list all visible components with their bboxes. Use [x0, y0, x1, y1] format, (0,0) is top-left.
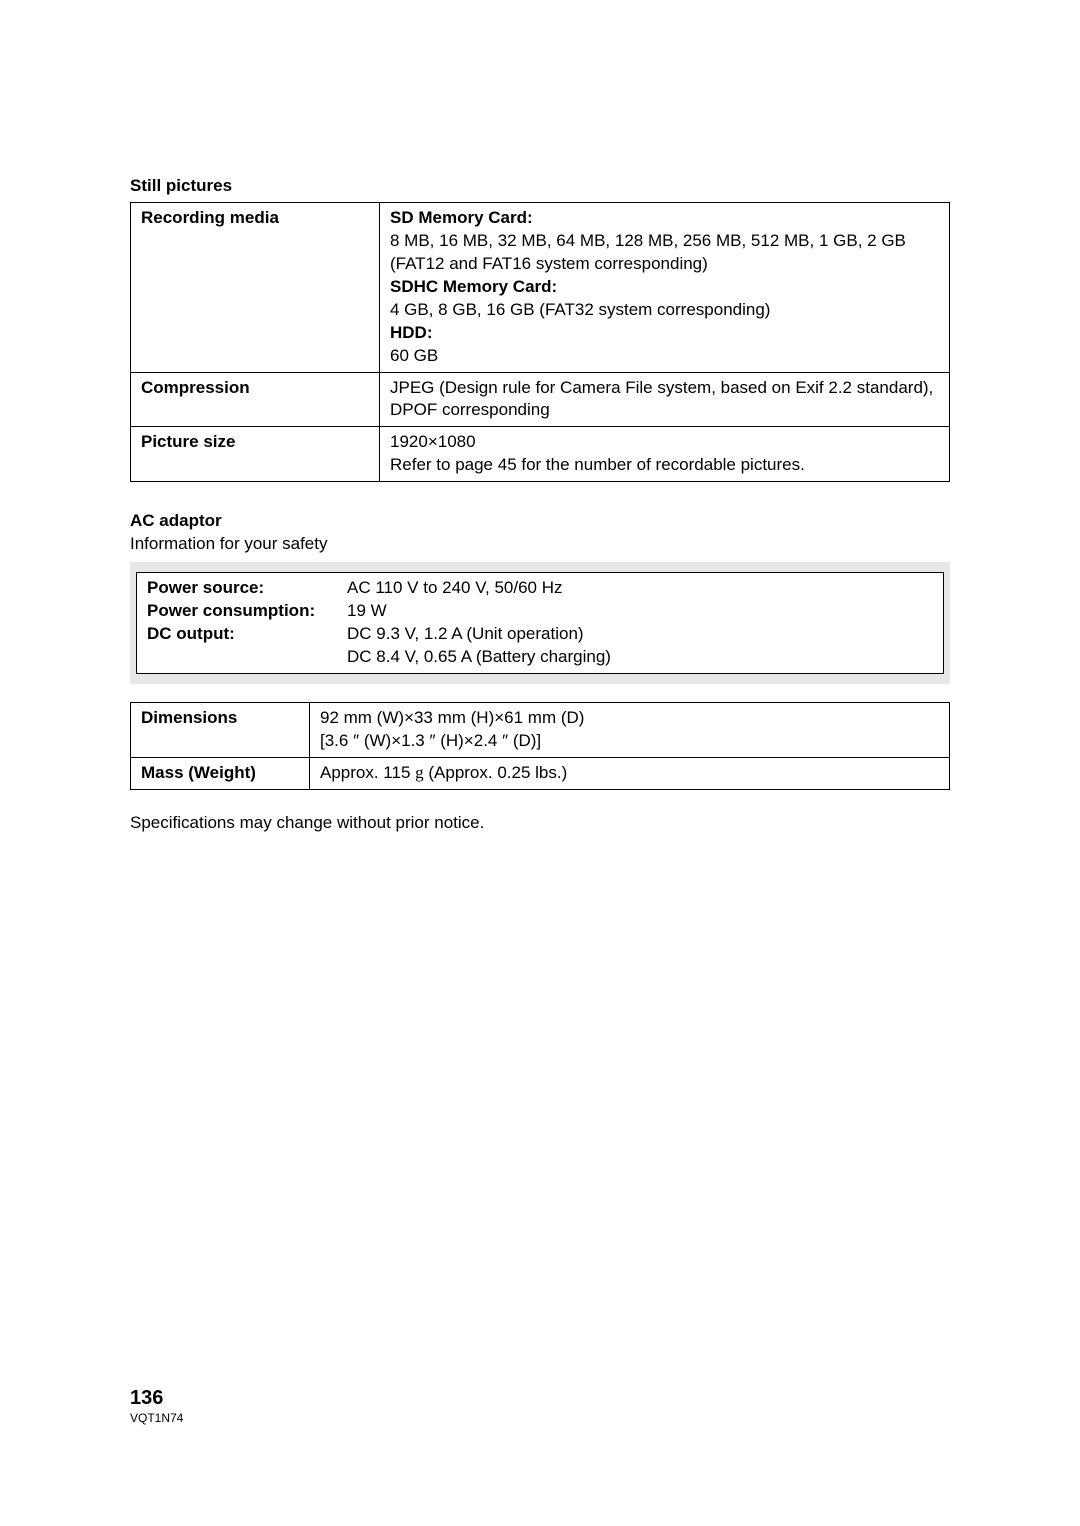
picture-size-value: 1920×1080 Refer to page 45 for the numbe… — [380, 427, 950, 482]
dimensions-table: Dimensions 92 mm (W)×33 mm (H)×61 mm (D)… — [130, 702, 950, 790]
page-footer: 136 VQT1N74 — [130, 1385, 183, 1426]
dc-output-label: DC output: — [147, 623, 347, 646]
page-number: 136 — [130, 1385, 183, 1412]
ac-adaptor-inner: Power source: AC 110 V to 240 V, 50/60 H… — [136, 572, 944, 674]
ac-adaptor-subnote: Information for your safety — [130, 533, 950, 556]
document-id: VQT1N74 — [130, 1410, 183, 1426]
compression-label: Compression — [131, 372, 380, 427]
dc-output-value1: DC 9.3 V, 1.2 A (Unit operation) — [347, 623, 933, 646]
still-pictures-table: Recording media SD Memory Card: 8 MB, 16… — [130, 202, 950, 482]
power-consumption-value: 19 W — [347, 600, 933, 623]
power-source-value: AC 110 V to 240 V, 50/60 Hz — [347, 577, 933, 600]
sd-card-line: 8 MB, 16 MB, 32 MB, 64 MB, 128 MB, 256 M… — [390, 231, 906, 273]
power-consumption-label: Power consumption: — [147, 600, 347, 623]
recording-media-label: Recording media — [131, 202, 380, 372]
mass-value: Approx. 115 g (Approx. 0.25 lbs.) — [310, 757, 950, 789]
power-source-row: Power source: AC 110 V to 240 V, 50/60 H… — [147, 577, 933, 600]
mass-post: (Approx. 0.25 lbs.) — [424, 763, 568, 782]
spec-footnote: Specifications may change without prior … — [130, 812, 950, 835]
power-consumption-row: Power consumption: 19 W — [147, 600, 933, 623]
picture-size-line1: 1920×1080 — [390, 432, 476, 451]
table-row: Recording media SD Memory Card: 8 MB, 16… — [131, 202, 950, 372]
sd-card-title: SD Memory Card: — [390, 208, 533, 227]
recording-media-value: SD Memory Card: 8 MB, 16 MB, 32 MB, 64 M… — [380, 202, 950, 372]
picture-size-line2: Refer to page 45 for the number of recor… — [390, 455, 805, 474]
still-pictures-heading: Still pictures — [130, 175, 950, 198]
compression-value: JPEG (Design rule for Camera File system… — [380, 372, 950, 427]
dc-output-value2: DC 8.4 V, 0.65 A (Battery charging) — [347, 646, 933, 669]
power-source-label: Power source: — [147, 577, 347, 600]
dimensions-label: Dimensions — [131, 702, 310, 757]
table-row: Dimensions 92 mm (W)×33 mm (H)×61 mm (D)… — [131, 702, 950, 757]
table-row: Compression JPEG (Design rule for Camera… — [131, 372, 950, 427]
mass-g: g — [415, 763, 424, 782]
table-row: Mass (Weight) Approx. 115 g (Approx. 0.2… — [131, 757, 950, 789]
mass-label: Mass (Weight) — [131, 757, 310, 789]
dimensions-value: 92 mm (W)×33 mm (H)×61 mm (D) [3.6 ″ (W)… — [310, 702, 950, 757]
sdhc-card-title: SDHC Memory Card: — [390, 277, 557, 296]
dc-output-row: DC output: DC 9.3 V, 1.2 A (Unit operati… — [147, 623, 933, 646]
ac-adaptor-heading: AC adaptor — [130, 510, 950, 533]
hdd-line: 60 GB — [390, 346, 438, 365]
table-row: Picture size 1920×1080 Refer to page 45 … — [131, 427, 950, 482]
sdhc-card-line: 4 GB, 8 GB, 16 GB (FAT32 system correspo… — [390, 300, 770, 319]
ac-adaptor-box: Power source: AC 110 V to 240 V, 50/60 H… — [130, 562, 950, 684]
dimensions-line1: 92 mm (W)×33 mm (H)×61 mm (D) — [320, 708, 584, 727]
hdd-title: HDD: — [390, 323, 433, 342]
picture-size-label: Picture size — [131, 427, 380, 482]
mass-pre: Approx. 115 — [320, 763, 415, 782]
dimensions-line2: [3.6 ″ (W)×1.3 ″ (H)×2.4 ″ (D)] — [320, 731, 541, 750]
page: Still pictures Recording media SD Memory… — [0, 0, 1080, 1526]
